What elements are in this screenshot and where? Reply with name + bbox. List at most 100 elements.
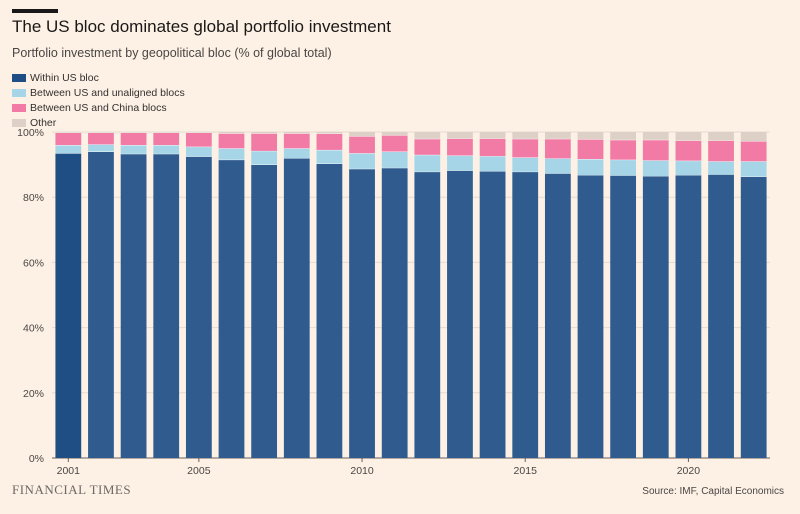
bar-segment-between-us-china bbox=[55, 132, 82, 146]
bar-segment-within-us bbox=[153, 153, 180, 459]
x-tick-label: 2015 bbox=[514, 465, 538, 477]
bar-segment-other bbox=[544, 132, 571, 139]
bar-segment-other bbox=[251, 132, 278, 134]
bar-segment-other bbox=[512, 132, 539, 139]
bar-segment-other bbox=[55, 132, 82, 133]
bar-segment-between-us-china bbox=[512, 138, 539, 158]
chart-subtitle: Portfolio investment by geopolitical blo… bbox=[12, 46, 332, 60]
bar-segment-within-us bbox=[708, 174, 734, 458]
bar-segment-other bbox=[218, 132, 245, 134]
bar-segment-between-us-china bbox=[185, 132, 212, 147]
bar-segment-other bbox=[447, 132, 473, 139]
bar-segment-within-us bbox=[283, 158, 310, 458]
bar-segment-other bbox=[316, 132, 343, 134]
legend-label-within-us: Within US bloc bbox=[30, 71, 99, 84]
bar-segment-between-us-unaligned bbox=[479, 156, 506, 172]
bar-segment-between-us-china bbox=[675, 140, 702, 161]
brand-wordmark: FINANCIAL TIMES bbox=[12, 482, 132, 497]
bar-segment-within-us bbox=[218, 159, 245, 458]
bar-segment-within-us bbox=[251, 164, 278, 458]
legend-swatch-other bbox=[12, 118, 26, 127]
y-tick-label: 60% bbox=[23, 257, 44, 269]
bar-segment-between-us-unaligned bbox=[544, 158, 571, 174]
bar-segment-other bbox=[381, 132, 408, 136]
bar-segment-between-us-china bbox=[251, 133, 278, 151]
legend-swatch-between-us-china bbox=[12, 103, 26, 112]
bar-segment-within-us bbox=[740, 176, 767, 459]
bar-segment-between-us-unaligned bbox=[675, 160, 702, 176]
legend-swatch-between-us-unaligned bbox=[12, 88, 26, 97]
x-tick-label: 2020 bbox=[677, 465, 701, 477]
bar-segment-between-us-china bbox=[218, 133, 245, 149]
bar-segment-within-us bbox=[577, 175, 604, 459]
bar-segment-between-us-unaligned bbox=[610, 159, 637, 176]
bar-segment-other bbox=[120, 132, 147, 133]
bar-segment-other bbox=[479, 132, 506, 139]
bar-segment-between-us-unaligned bbox=[642, 160, 669, 177]
y-tick-label: 0% bbox=[29, 453, 44, 465]
bar-segment-between-us-unaligned bbox=[512, 157, 539, 172]
bar-segment-other bbox=[610, 132, 637, 140]
bar-segment-between-us-china bbox=[642, 139, 669, 161]
bar-segment-within-us bbox=[88, 151, 114, 458]
bar-segment-within-us bbox=[447, 170, 473, 458]
bar-segment-between-us-china bbox=[88, 132, 114, 145]
bar-segment-within-us bbox=[610, 175, 637, 458]
bar-segment-between-us-unaligned bbox=[218, 148, 245, 160]
x-tick-label: 2005 bbox=[187, 465, 211, 477]
legend-item-other: Other bbox=[12, 115, 185, 130]
bar-segment-between-us-unaligned bbox=[740, 161, 767, 177]
bar-segment-other bbox=[675, 132, 702, 141]
bar-segment-between-us-unaligned bbox=[381, 151, 408, 168]
bar-segment-between-us-unaligned bbox=[708, 161, 734, 175]
legend-item-between-us-china: Between US and China blocs bbox=[12, 100, 185, 115]
bar-segment-between-us-china bbox=[349, 136, 375, 154]
bar-segment-within-us bbox=[512, 171, 539, 458]
legend-label-between-us-unaligned: Between US and unaligned blocs bbox=[30, 86, 185, 99]
bar-segment-within-us bbox=[675, 175, 702, 459]
bar-segment-other bbox=[88, 132, 114, 133]
bar-segment-other bbox=[185, 132, 212, 133]
bar-segment-between-us-china bbox=[153, 132, 180, 146]
bar-segment-between-us-china bbox=[414, 138, 441, 155]
bar-segment-between-us-unaligned bbox=[414, 154, 441, 172]
bar-segment-within-us bbox=[381, 167, 408, 459]
bar-segment-within-us bbox=[316, 163, 343, 458]
bar-segment-between-us-unaligned bbox=[316, 149, 343, 164]
legend-label-between-us-china: Between US and China blocs bbox=[30, 101, 167, 114]
bar-segment-within-us bbox=[544, 173, 571, 459]
bar-segment-other bbox=[740, 132, 767, 142]
bar-segment-within-us bbox=[185, 156, 212, 458]
bar-segment-other bbox=[283, 132, 310, 134]
bar-segment-other bbox=[642, 132, 669, 140]
bar-segment-between-us-unaligned bbox=[349, 153, 375, 169]
legend-item-between-us-unaligned: Between US and unaligned blocs bbox=[12, 85, 185, 100]
legend-item-within-us: Within US bloc bbox=[12, 70, 185, 85]
y-tick-label: 40% bbox=[23, 323, 44, 335]
bar-segment-other bbox=[349, 132, 375, 137]
chart-title: The US bloc dominates global portfolio i… bbox=[12, 17, 391, 36]
bar-segment-between-us-china bbox=[120, 132, 147, 146]
bar-segment-within-us bbox=[414, 171, 441, 458]
bar-segment-between-us-unaligned bbox=[447, 155, 473, 171]
legend-swatch-within-us bbox=[12, 73, 26, 82]
bar-segment-other bbox=[414, 132, 441, 139]
y-tick-label: 100% bbox=[17, 127, 44, 139]
bar-segment-other bbox=[153, 132, 180, 133]
x-tick-label: 2001 bbox=[57, 465, 81, 477]
bar-segment-other bbox=[577, 132, 604, 140]
bar-segment-other bbox=[708, 132, 734, 141]
bar-segment-between-us-china bbox=[740, 141, 767, 162]
bar-segment-within-us bbox=[349, 168, 375, 458]
bar-segment-between-us-china bbox=[283, 133, 310, 149]
bar-segment-between-us-unaligned bbox=[153, 145, 180, 154]
bar-segment-between-us-unaligned bbox=[577, 159, 604, 176]
bar-segment-within-us bbox=[55, 153, 82, 458]
bar-segment-between-us-china bbox=[316, 133, 343, 150]
x-tick-label: 2010 bbox=[350, 465, 374, 477]
bar-segment-between-us-unaligned bbox=[251, 150, 278, 165]
y-tick-label: 80% bbox=[23, 192, 44, 204]
y-tick-label: 20% bbox=[23, 388, 44, 400]
bar-segment-between-us-china bbox=[544, 138, 571, 159]
